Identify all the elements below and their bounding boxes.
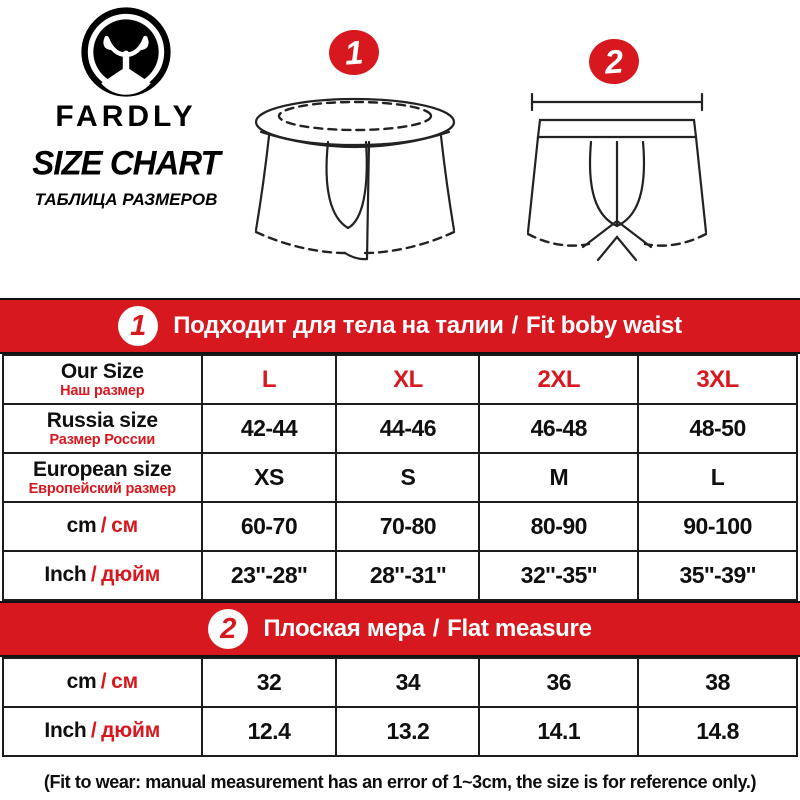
cell-value: 14.8 [637,706,798,757]
table-row-inch-flat: Inch / дюйм 12.4 13.2 14.1 14.8 [2,706,798,757]
row-label-en: Our Size [60,359,144,383]
row-label-en: cm [66,514,97,538]
page-title: SIZE CHART [32,143,220,182]
row-label-en: Inch [44,719,87,743]
row-label-en: European size [33,457,172,481]
cell-value: 90-100 [637,501,798,552]
row-label-en: Russia size [46,408,158,432]
diagram-1-badge-number: 1 [343,32,365,72]
row-label: Our Size Наш размер [2,354,203,405]
row-label-separator: / [100,670,107,694]
cell-value: 32 [200,657,338,708]
row-label-ru: Европейский размер [28,480,176,497]
row-label-ru: Наш размер [60,382,145,399]
brand-block: FARDLY SIZE CHART ТАБЛИЦА РАЗМЕРОВ [28,6,224,210]
cell-value: 23''-28'' [200,550,338,601]
row-label-ru: дюйм [101,719,161,743]
table-row-inch: Inch / дюйм 23''-28'' 28''-31'' 32''-35'… [2,550,798,601]
fit-waist-table: Our Size Наш размер L XL 2XL 3XL Russia … [2,354,798,601]
cell-value: 48-50 [637,403,798,454]
table-row-our-size: Our Size Наш размер L XL 2XL 3XL [2,354,798,405]
row-label: Russia size Размер России [2,403,203,454]
section1-badge-number: 1 [130,309,147,342]
section1-title-separator: / [511,312,519,339]
cell-value: 28''-31'' [335,550,481,601]
cell-value: 34 [335,657,481,708]
section2-title-separator: / [432,615,440,642]
row-label-ru: см [111,670,138,694]
cell-value: L [637,452,798,503]
section2-title: Плоская мера / Flat measure [263,615,592,643]
section2-header: 2 Плоская мера / Flat measure [0,601,800,657]
table-row-cm-flat: cm / см 32 34 36 38 [2,657,798,708]
cell-value: 36 [478,657,640,708]
boxer-front-diagram-icon [254,97,456,261]
row-label-en: Inch [44,563,87,587]
boxer-flat-diagram-icon [527,92,707,262]
section2-title-en: Flat measure [447,615,592,642]
cell-value: M [478,452,640,503]
row-label: Inch / дюйм [2,550,203,601]
flat-measure-table: cm / см 32 34 36 38 Inch / дюйм 12.4 13.… [2,657,798,757]
measurement-disclaimer: (Fit to wear: manual measurement has an … [43,772,757,792]
cell-value: L [200,354,338,405]
row-label: Inch / дюйм [2,706,203,757]
cell-value: 32''-35'' [478,550,640,601]
cell-value: 70-80 [335,501,481,552]
cell-value: 12.4 [200,706,338,757]
cell-value: 35''-39'' [637,550,798,601]
diagram-1-badge: 1 [327,28,381,77]
cell-value: 80-90 [478,501,640,552]
brand-name: FARDLY [55,100,197,133]
section1-badge-icon: 1 [118,306,159,346]
cell-value: 38 [637,657,798,708]
section1-title: Подходит для тела на талии / Fit boby wais… [173,312,682,340]
cell-value: 3XL [637,354,798,405]
cell-value: 46-48 [478,403,640,454]
row-label-ru: см [111,514,138,538]
row-label: cm / см [2,501,203,552]
row-label: cm / см [2,657,203,708]
table-row-russia-size: Russia size Размер России 42-44 44-46 46… [2,403,798,454]
table-row-cm: cm / см 60-70 70-80 80-90 90-100 [2,501,798,552]
row-label: European size Европейский размер [2,452,203,503]
section1-header: 1 Подходит для тела на талии / Fit boby wa… [0,298,800,354]
cell-value: 44-46 [335,403,481,454]
section2-badge-number: 2 [220,612,237,645]
cell-value: 60-70 [200,501,338,552]
header-section: FARDLY SIZE CHART ТАБЛИЦА РАЗМЕРОВ 1 2 [0,0,800,298]
cell-value: 13.2 [335,706,481,757]
section2-badge-icon: 2 [208,609,249,649]
row-label-separator: / [90,563,97,587]
table-row-european-size: European size Европейский размер XS S M … [2,452,798,503]
fardly-logo-icon [81,7,171,97]
row-label-separator: / [100,514,107,538]
diagram-2-badge: 2 [587,37,641,86]
row-label-en: cm [66,670,97,694]
section1-title-ru: Подходит для тела на талии [173,312,504,339]
diagram-2-badge-number: 2 [603,41,625,81]
cell-value: XS [200,452,338,503]
cell-value: 14.1 [478,706,640,757]
section2-title-ru: Плоская мера [263,615,425,642]
section1-title-en: Fit boby waist [525,312,682,339]
page-title-ru: ТАБЛИЦА РАЗМЕРОВ [34,190,218,209]
cell-value: 42-44 [200,403,338,454]
cell-value: S [335,452,481,503]
cell-value: XL [335,354,481,405]
row-label-ru: дюйм [101,563,161,587]
row-label-ru: Размер России [49,431,156,448]
row-label-separator: / [90,719,97,743]
cell-value: 2XL [478,354,640,405]
